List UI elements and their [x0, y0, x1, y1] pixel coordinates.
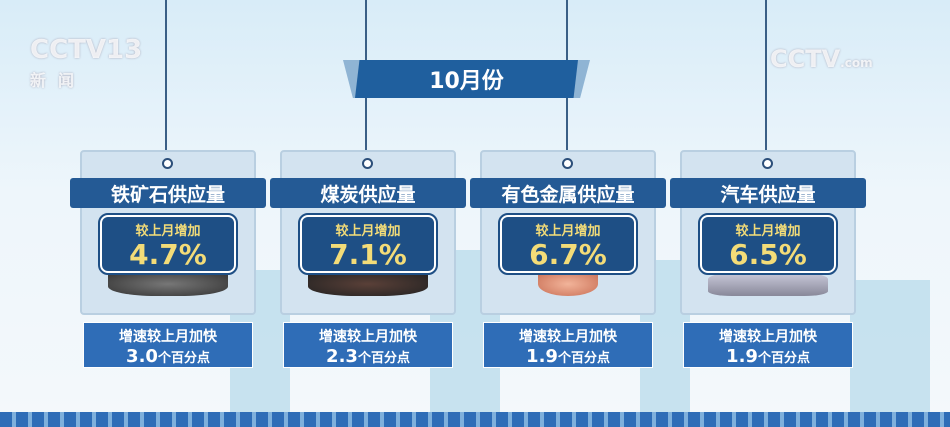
month-label: 10月份 [355, 60, 578, 98]
increase-box: 较上月增加 6.7% [498, 213, 638, 275]
acceleration-box: 增速较上月加快 2.3个百分点 [283, 322, 453, 368]
hook-dot [762, 158, 773, 169]
increase-value: 4.7% [129, 238, 207, 271]
hanging-line [165, 0, 167, 160]
increase-label: 较上月增加 [735, 224, 801, 239]
increase-value: 6.7% [529, 238, 607, 271]
cctv13-logo: CCTV13 新闻 [30, 35, 143, 90]
points-unit: 个百分点 [557, 351, 610, 366]
points-unit: 个百分点 [357, 351, 410, 366]
acceleration-box: 增速较上月加快 1.9个百分点 [683, 322, 853, 368]
month-banner: 10月份 [343, 60, 590, 98]
increase-value: 7.1% [329, 238, 407, 271]
iron-ore-image [108, 272, 228, 296]
copper-image [538, 272, 598, 296]
card-title: 汽车供应量 [670, 178, 866, 208]
acceleration-label: 增速较上月加快 [719, 329, 817, 345]
increase-value: 6.5% [729, 238, 807, 271]
coal-image [308, 272, 428, 296]
car-image [708, 272, 828, 296]
card-title: 煤炭供应量 [270, 178, 466, 208]
bottom-stripe [0, 412, 950, 427]
hook-dot [162, 158, 173, 169]
hook-dot [362, 158, 373, 169]
acceleration-label: 增速较上月加快 [119, 329, 217, 345]
points-unit: 个百分点 [157, 351, 210, 366]
acceleration-label: 增速较上月加快 [319, 329, 417, 345]
acceleration-points: 3.0 [126, 346, 158, 367]
hook-dot [562, 158, 573, 169]
points-unit: 个百分点 [757, 351, 810, 366]
acceleration-box: 增速较上月加快 1.9个百分点 [483, 322, 653, 368]
increase-label: 较上月增加 [335, 224, 401, 239]
acceleration-points: 1.9 [726, 346, 758, 367]
card-title: 铁矿石供应量 [70, 178, 266, 208]
hanging-line [765, 0, 767, 160]
card-title: 有色金属供应量 [470, 178, 666, 208]
acceleration-points: 1.9 [526, 346, 558, 367]
city-skyline [850, 280, 930, 412]
increase-box: 较上月增加 6.5% [698, 213, 838, 275]
increase-box: 较上月增加 7.1% [298, 213, 438, 275]
cctv-com-logo: CCTV.com [770, 45, 873, 73]
increase-box: 较上月增加 4.7% [98, 213, 238, 275]
increase-label: 较上月增加 [535, 224, 601, 239]
acceleration-box: 增速较上月加快 3.0个百分点 [83, 322, 253, 368]
acceleration-points: 2.3 [326, 346, 358, 367]
increase-label: 较上月增加 [135, 224, 201, 239]
acceleration-label: 增速较上月加快 [519, 329, 617, 345]
